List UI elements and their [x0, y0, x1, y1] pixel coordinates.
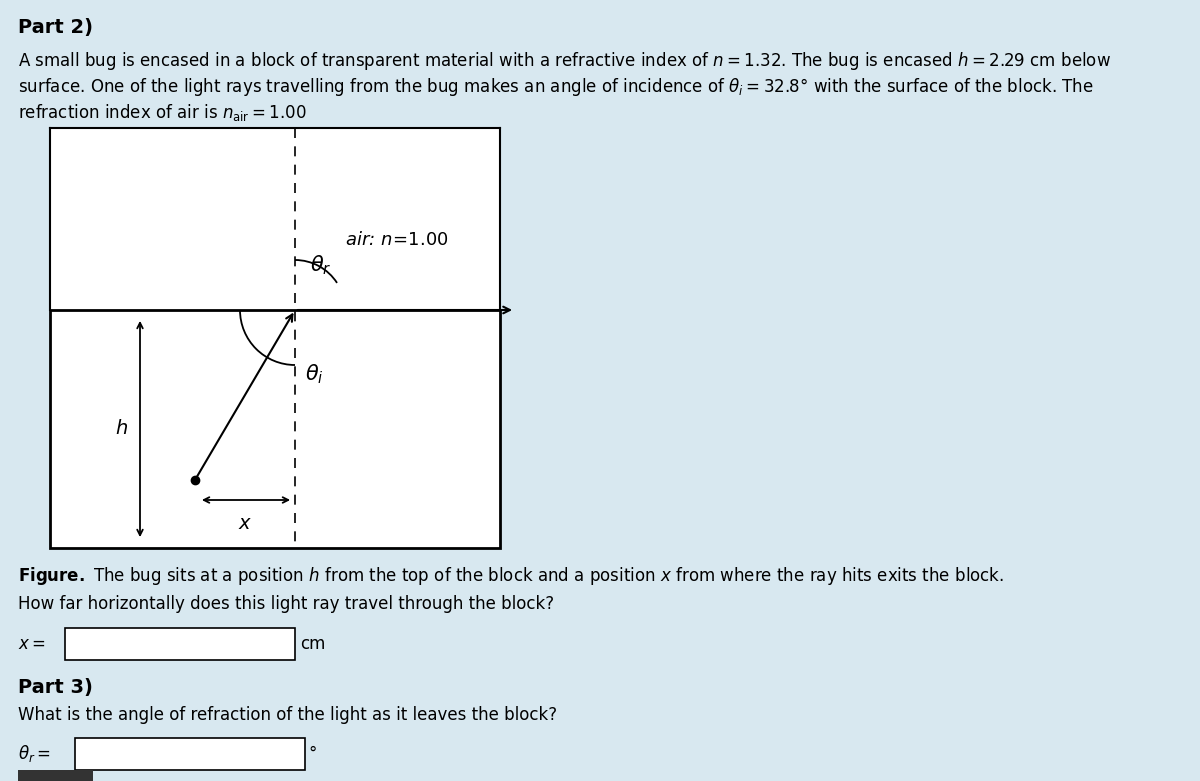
Text: air: $n\!=\!1.00$: air: $n\!=\!1.00$	[346, 231, 449, 249]
Text: $\theta_r =$: $\theta_r =$	[18, 744, 50, 765]
Bar	[18, 770, 94, 781]
Text: $\mathbf{Figure.}$ The bug sits at a position $h$ from the top of the block and : $\mathbf{Figure.}$ The bug sits at a pos…	[18, 565, 1004, 587]
Text: $\theta_i$: $\theta_i$	[305, 362, 324, 386]
Text: Part 3): Part 3)	[18, 678, 92, 697]
Text: A small bug is encased in a block of transparent material with a refractive inde: A small bug is encased in a block of tra…	[18, 50, 1111, 72]
Text: refraction index of air is $n_{\mathrm{air}} = 1.00$: refraction index of air is $n_{\mathrm{a…	[18, 102, 306, 123]
Text: cm: cm	[300, 635, 325, 653]
Bar	[50, 310, 500, 548]
Text: What is the angle of refraction of the light as it leaves the block?: What is the angle of refraction of the l…	[18, 706, 557, 724]
Text: $\theta_r$: $\theta_r$	[310, 253, 331, 276]
Bar	[65, 628, 295, 660]
Text: $x =$: $x =$	[18, 635, 46, 653]
Text: How far horizontally does this light ray travel through the block?: How far horizontally does this light ray…	[18, 595, 554, 613]
Text: $x$: $x$	[238, 514, 252, 533]
Bar	[50, 128, 500, 548]
Text: surface. One of the light rays travelling from the bug makes an angle of inciden: surface. One of the light rays travellin…	[18, 76, 1093, 98]
Text: °: °	[308, 745, 317, 763]
Text: $h$: $h$	[115, 419, 128, 438]
Bar	[74, 738, 305, 770]
Text: Part 2): Part 2)	[18, 18, 94, 37]
